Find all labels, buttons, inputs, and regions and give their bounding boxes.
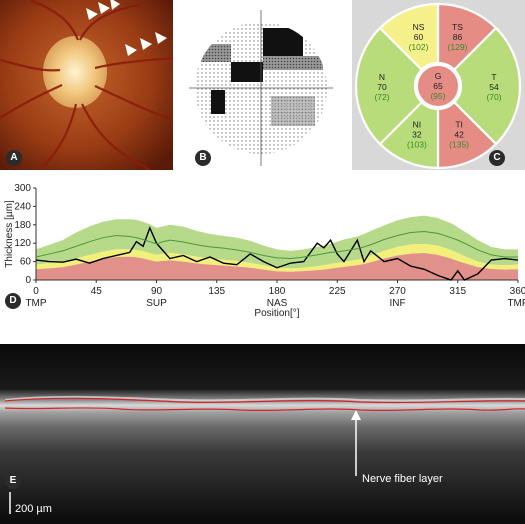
region-label: INF — [389, 298, 405, 309]
oct-bscan: Nerve fiber layer 200 µm E — [0, 344, 525, 524]
oct-scalebar-label: 200 µm — [15, 503, 52, 515]
region-label: SUP — [146, 298, 167, 309]
sector-normal: (72) — [374, 92, 389, 102]
sector-normal: (129) — [448, 42, 468, 52]
y-axis-label: Thickness [µm] — [4, 200, 15, 268]
normal-band — [36, 215, 518, 269]
sector-n-label: N70(72) — [374, 72, 389, 102]
low-band — [36, 253, 518, 280]
y-tick-label: 240 — [14, 201, 31, 212]
sector-name: T — [491, 72, 496, 82]
sector-thickness-map: NS 60 (102) TS 86 (129) N 70 (72) T 54 (70) NI 32 (103… — [352, 0, 525, 170]
sector-value: 70 — [377, 82, 387, 92]
sector-g — [416, 64, 460, 108]
panel-a-label: A — [6, 150, 22, 166]
sector-g-label: G65(95) — [430, 71, 445, 101]
sector-name: TS — [452, 22, 463, 32]
thickness-profile-chart: 0 60 120 180 240 300 0 45 90 135 180 225 270 315 360 TM… — [0, 180, 525, 342]
borderline-band — [36, 243, 518, 272]
sector-outline — [355, 3, 521, 169]
x-tick-label: 270 — [389, 286, 406, 297]
x-tick-label: 0 — [33, 286, 39, 297]
sector-name: TI — [455, 120, 463, 130]
y-tick-label: 60 — [20, 257, 32, 268]
sector-normal: (135) — [449, 140, 469, 150]
sector-value: 42 — [454, 130, 464, 140]
normal-mean-line — [35, 231, 518, 260]
sector-name: G — [435, 71, 442, 81]
sector-normal: (102) — [409, 42, 429, 52]
sector-normal: (95) — [430, 91, 445, 101]
oct-illustration: Nerve fiber layer 200 µm — [0, 344, 525, 524]
sector-value: 86 — [453, 32, 463, 42]
y-tick-label: 120 — [14, 238, 31, 249]
sector-name: N — [379, 72, 385, 82]
x-tick-label: 360 — [510, 286, 525, 297]
x-tick-label: 90 — [151, 286, 163, 297]
region-label: TMP — [507, 298, 525, 309]
measured-thickness-line — [35, 225, 519, 281]
region-label: NAS — [267, 298, 288, 309]
sector-value: 32 — [412, 130, 422, 140]
sector-t-label: T54(70) — [486, 72, 501, 102]
panel-d-label: D — [5, 293, 21, 309]
sector-normal: (103) — [407, 140, 427, 150]
x-tick-label: 315 — [449, 286, 466, 297]
visual-field-plot: B — [181, 0, 344, 170]
fundus-illustration — [0, 0, 173, 170]
visual-field-illustration — [189, 10, 333, 166]
panel-e-label: E — [5, 473, 21, 489]
sector-name: NI — [413, 120, 422, 130]
sector-value: 65 — [433, 81, 443, 91]
x-tick-label: 45 — [91, 286, 103, 297]
oct-annotation: Nerve fiber layer — [362, 473, 443, 485]
sector-value: 54 — [489, 82, 499, 92]
panel-b-label: B — [195, 150, 211, 166]
x-tick-label: 135 — [208, 286, 225, 297]
y-tick-label: 300 — [14, 183, 31, 194]
panel-c-label: C — [489, 150, 505, 166]
region-label: TMP — [25, 298, 46, 309]
x-axis-label: Position[°] — [254, 308, 299, 319]
sector-value: 60 — [414, 32, 424, 42]
fundus-photo: A — [0, 0, 173, 170]
y-tick-label: 180 — [14, 220, 31, 231]
y-tick-label: 0 — [25, 275, 31, 286]
sector-name: NS — [413, 22, 425, 32]
sector-normal: (70) — [486, 92, 501, 102]
x-tick-label: 180 — [269, 286, 286, 297]
x-tick-label: 225 — [329, 286, 346, 297]
